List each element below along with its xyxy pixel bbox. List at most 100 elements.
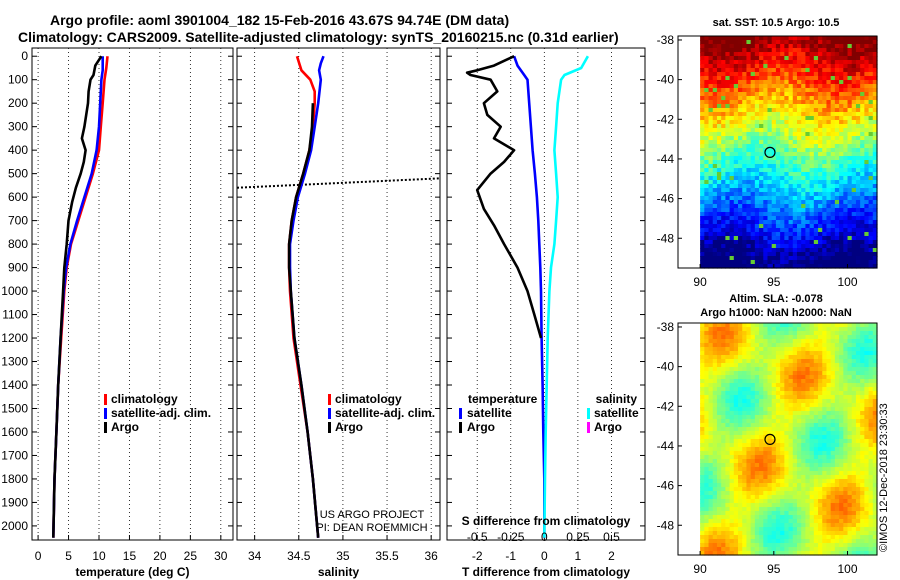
sst-map-cell xyxy=(738,224,743,229)
sla-map-cell xyxy=(742,355,748,360)
sst-map-cell xyxy=(847,216,853,221)
sla-map-cell xyxy=(855,387,861,392)
sla-map-cell xyxy=(826,479,832,484)
sla-map-cell xyxy=(775,515,781,520)
sla-map-cell xyxy=(847,491,853,496)
sla-map-cell xyxy=(759,395,764,400)
sla-map-cell xyxy=(839,487,844,492)
sst-map-cell xyxy=(788,64,794,69)
sla-map-cell xyxy=(864,363,870,368)
sla-map-cell xyxy=(704,455,710,460)
sst-map-cell xyxy=(851,88,857,93)
sla-map-cell xyxy=(796,443,802,448)
sst-map-cell xyxy=(729,240,735,245)
sst-map-cell xyxy=(771,120,777,125)
sst-map-cell xyxy=(851,136,857,141)
sst-map-cell xyxy=(704,196,710,201)
sst-map-cell xyxy=(822,160,828,165)
sst-map-cell xyxy=(830,216,836,221)
sst-map-cell xyxy=(822,220,828,225)
sst-map-cell xyxy=(839,52,844,57)
sla-map-cell xyxy=(822,531,828,536)
sst-map-cell xyxy=(704,52,710,57)
sst-map-cell xyxy=(784,40,790,45)
sla-map-cell xyxy=(725,487,731,492)
depth-tick-label: 400 xyxy=(8,143,28,157)
sst-map-cell xyxy=(805,100,811,105)
sla-map-cell xyxy=(818,371,823,376)
sla-map-cell xyxy=(716,463,722,468)
sst-map-cell xyxy=(834,180,840,185)
sst-map-cell xyxy=(801,216,806,221)
sst-map-cell xyxy=(834,216,840,221)
sla-map-cell xyxy=(830,327,836,332)
sla-map-cell xyxy=(763,403,769,408)
sst-map-cell xyxy=(864,180,870,185)
sst-map-cell xyxy=(851,240,857,245)
sst-map-cell xyxy=(759,152,764,157)
sla-map-cell xyxy=(851,487,857,492)
sla-map-cell xyxy=(843,391,849,396)
sst-map-cell xyxy=(729,88,735,93)
sla-map-cell xyxy=(725,459,731,464)
sla-map-cell xyxy=(855,399,861,404)
sla-map-cell xyxy=(784,391,790,396)
sst-map-cell xyxy=(716,64,722,69)
sla-map-cell xyxy=(864,415,870,420)
sla-map-cell xyxy=(721,535,726,540)
sst-map-cell xyxy=(847,156,853,161)
sla-map-cell xyxy=(746,475,752,480)
sst-map-cell xyxy=(851,244,857,249)
sla-map-cell xyxy=(860,323,865,328)
sst-map-cell xyxy=(830,136,836,141)
sst-map-cell xyxy=(826,128,832,133)
sst-map-cell xyxy=(775,260,781,265)
sla-map-cell xyxy=(704,415,710,420)
sst-map-cell xyxy=(763,228,769,233)
sla-map-cell xyxy=(746,359,752,364)
sst-map-cell xyxy=(834,136,840,141)
sst-map-cell xyxy=(763,180,769,185)
sst-map-cell xyxy=(822,264,828,269)
sst-map-cell xyxy=(855,224,861,229)
sst-map-cell xyxy=(725,40,731,45)
sla-map-cell xyxy=(834,419,840,424)
sla-map-cell xyxy=(843,351,849,356)
sst-map-cell xyxy=(860,184,865,189)
sla-map-cell xyxy=(796,383,802,388)
sst-map-cell xyxy=(767,44,773,49)
sla-map-cell xyxy=(738,519,743,524)
sst-map-cell xyxy=(860,68,865,73)
sla-map-cell xyxy=(738,395,743,400)
sla-map-cell xyxy=(746,355,752,360)
sla-map-cell xyxy=(767,419,773,424)
sst-map-cell xyxy=(826,228,832,233)
sla-map-cell xyxy=(729,459,735,464)
sla-map-cell xyxy=(822,423,828,428)
sla-map-cell xyxy=(750,483,756,488)
sla-map-cell xyxy=(813,367,819,372)
sst-map-cell xyxy=(792,228,798,233)
sst-map-cell xyxy=(843,248,849,253)
sst-map-cell xyxy=(843,184,849,189)
sst-map-cell xyxy=(708,184,714,189)
sst-map-cell xyxy=(834,124,840,129)
sst-map-cell xyxy=(868,168,874,173)
sla-map-cell xyxy=(822,495,828,500)
sst-map-cell xyxy=(843,120,849,125)
sla-map-cell xyxy=(868,471,874,476)
sla-map-cell xyxy=(750,343,756,348)
sla-map-cell xyxy=(746,375,752,380)
sla-map-cell xyxy=(788,423,794,428)
sla-map-cell xyxy=(754,331,760,336)
sst-map-cell xyxy=(855,76,861,81)
sst-map-cell xyxy=(712,68,718,73)
sla-map-cell xyxy=(796,531,802,536)
sla-map-cell xyxy=(700,411,705,416)
sst-map-cell xyxy=(843,252,849,257)
sst-map-cell xyxy=(775,76,781,81)
sla-map-cell xyxy=(834,471,840,476)
sst-map-cell xyxy=(754,188,760,193)
sla-map-cell xyxy=(771,431,777,436)
sla-map-cell xyxy=(750,415,756,420)
